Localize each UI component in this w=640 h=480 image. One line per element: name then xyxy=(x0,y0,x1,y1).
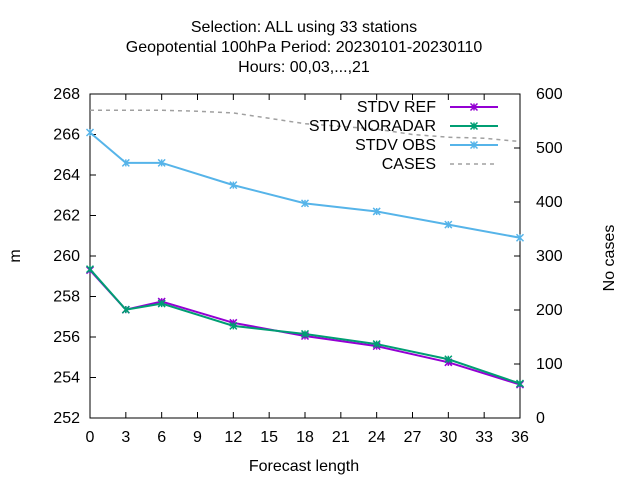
chart-title: Selection: ALL using 33 stations Geopote… xyxy=(126,19,483,76)
series-line-2 xyxy=(89,131,521,239)
title-line-3: Hours: 00,03,...,21 xyxy=(238,59,370,76)
x-tick-label: 9 xyxy=(193,429,202,446)
x-tick-label: 24 xyxy=(368,429,386,446)
y2-axis-label: No cases xyxy=(601,225,618,292)
x-tick-label: 6 xyxy=(157,429,166,446)
x-tick-label: 0 xyxy=(86,429,95,446)
data-point xyxy=(229,181,238,190)
y-tick-label: 268 xyxy=(53,86,80,103)
x-tick-label: 12 xyxy=(224,429,242,446)
y-tick-label: 258 xyxy=(53,289,80,306)
data-point xyxy=(444,220,453,229)
y2-tick-label: 400 xyxy=(536,194,563,211)
legend: STDV REF STDV NORADAR STDV OBS CASES xyxy=(309,99,498,173)
y-tick-label: 264 xyxy=(53,167,80,184)
y2-tick-label: 600 xyxy=(536,86,563,103)
y2-tick-label: 300 xyxy=(536,248,563,265)
x-tick-label: 15 xyxy=(260,429,278,446)
legend-marker xyxy=(469,102,479,112)
data-point xyxy=(229,321,238,330)
series-line-1 xyxy=(89,268,521,385)
legend-label: STDV OBS xyxy=(355,137,436,154)
y-tick-label: 256 xyxy=(53,329,80,346)
y-tick-label: 254 xyxy=(53,370,80,387)
y-tick-label: 266 xyxy=(53,127,80,144)
data-point xyxy=(444,355,453,364)
data-point xyxy=(121,305,130,314)
data-point xyxy=(157,158,166,167)
legend-label: CASES xyxy=(382,156,436,173)
data-point xyxy=(300,329,310,338)
y2-tick-label: 200 xyxy=(536,302,563,319)
legend-label: STDV NORADAR xyxy=(309,118,436,135)
y2-tick-label: 500 xyxy=(536,140,563,157)
x-tick-label: 3 xyxy=(121,429,130,446)
y-axis-label: m xyxy=(7,249,24,262)
data-point xyxy=(157,299,166,308)
data-point xyxy=(515,233,525,242)
x-tick-label: 36 xyxy=(511,429,529,446)
legend-label: STDV REF xyxy=(357,99,436,116)
data-point xyxy=(300,199,310,208)
marks-layer: 0 3 6 9 12 15 18 21 24 27 30 33 36252254256258260262… xyxy=(53,86,563,446)
series-line-0 xyxy=(89,269,521,386)
y-tick-label: 260 xyxy=(53,248,80,265)
y2-tick-label: 0 xyxy=(536,410,545,427)
y-tick-label: 252 xyxy=(53,410,80,427)
data-point xyxy=(515,379,525,388)
x-tick-label: 21 xyxy=(332,429,350,446)
legend-marker xyxy=(469,121,479,131)
data-point xyxy=(372,340,381,349)
x-tick-label: 30 xyxy=(439,429,457,446)
x-axis-label: Forecast length xyxy=(249,458,359,475)
y2-tick-label: 100 xyxy=(536,356,563,373)
y-tick-label: 262 xyxy=(53,208,80,225)
data-point xyxy=(121,158,130,167)
plot-frame xyxy=(89,93,521,419)
data-point xyxy=(85,128,95,137)
title-line-2: Geopotential 100hPa Period: 20230101-202… xyxy=(126,39,483,56)
data-point xyxy=(85,265,95,274)
x-tick-label: 33 xyxy=(475,429,493,446)
title-line-1: Selection: ALL using 33 stations xyxy=(191,19,417,36)
data-point xyxy=(372,207,381,216)
x-tick-label: 18 xyxy=(296,429,314,446)
legend-marker xyxy=(469,140,479,150)
x-tick-label: 27 xyxy=(404,429,422,446)
